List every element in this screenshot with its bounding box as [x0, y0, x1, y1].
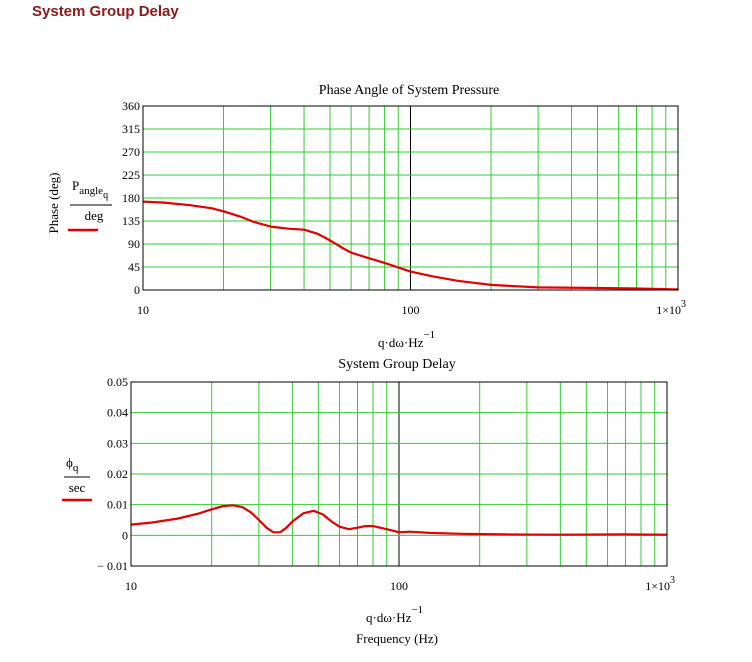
- phase-chart-y-tick-label: 270: [122, 145, 140, 159]
- phase-chart-y-ticks: 360 315 270 225 180 135 90 45 0: [122, 99, 140, 297]
- phase-chart-x-expr-exp: −1: [423, 329, 435, 341]
- delay-chart-title: System Group Delay: [338, 357, 455, 372]
- phase-chart-y-tick-label: 180: [122, 191, 140, 205]
- delay-chart: System Group Delay 0.050.040.030.020.010…: [62, 357, 675, 646]
- phase-chart-title: Phase Angle of System Pressure: [319, 83, 499, 98]
- delay-chart-x-expr: q·dω·Hz−1: [366, 604, 423, 625]
- phase-chart-y-tick-label: 0: [134, 283, 140, 297]
- phase-chart-y-expr-subsub: q: [103, 190, 108, 201]
- delay-chart-y-tick-label: − 0.01: [97, 559, 128, 573]
- phase-chart-y-tick-label: 90: [128, 237, 140, 251]
- delay-chart-y-expr-den: sec: [69, 480, 86, 495]
- phase-chart-frame: [142, 105, 679, 291]
- phase-chart-series-line: [142, 200, 679, 291]
- delay-chart-y-tick-label: 0.03: [107, 436, 128, 450]
- phase-chart-y-expr-den: deg: [85, 208, 104, 223]
- phase-chart-x-tick-exponent: 3: [681, 299, 686, 310]
- delay-chart-x-tick-label: 1×103: [645, 575, 675, 593]
- phase-chart-x-tick-label: 100: [402, 303, 420, 317]
- phase-chart-outer-ylabel: Phase (deg): [46, 172, 61, 233]
- phase-chart-series: [142, 200, 679, 291]
- phase-chart-y-expr-p: P: [72, 178, 79, 193]
- delay-chart-y-ticks: 0.05 0.04 0.03 0.02 0.01 0 − 0.01: [97, 375, 128, 573]
- delay-chart-y-tick-label: 0.05: [107, 375, 128, 389]
- phase-chart-x-ticks: 10 100 1×103: [137, 299, 686, 317]
- phase-chart-x-tick-label: 10: [137, 303, 149, 317]
- phase-chart-grid: [143, 106, 678, 290]
- delay-chart-x-tick-label: 10: [125, 579, 137, 593]
- delay-chart-y-tick-label: 0.04: [107, 406, 128, 420]
- delay-chart-xlabel: Frequency (Hz): [356, 631, 438, 646]
- phase-chart-x-expr-main: q·dω·Hz: [378, 335, 424, 350]
- delay-chart-y-expr-sub: q: [73, 462, 79, 474]
- phase-chart: Phase Angle of System Pressure 360 315 270…: [46, 83, 686, 350]
- phase-chart-y-expr-num: Pangleq: [72, 178, 108, 201]
- delay-chart-series: [130, 504, 668, 536]
- delay-chart-grid: [131, 382, 667, 566]
- delay-chart-x-tick-label: 100: [390, 579, 408, 593]
- phase-chart-y-tick-label: 360: [122, 99, 140, 113]
- delay-chart-y-tick-label: 0: [122, 528, 128, 542]
- delay-chart-x-tick-exponent: 3: [670, 575, 675, 586]
- delay-chart-x-expr-main: q·dω·Hz: [366, 610, 412, 625]
- delay-chart-frame: [130, 381, 668, 567]
- delay-chart-x-expr-exp: −1: [411, 604, 423, 616]
- phase-chart-y-tick-label: 135: [122, 214, 140, 228]
- delay-chart-y-tick-label: 0.02: [107, 467, 128, 481]
- delay-chart-y-tick-label: 0.01: [107, 498, 128, 512]
- delay-chart-x-ticks: 10 100 1×103: [125, 575, 675, 593]
- phase-chart-y-tick-label: 45: [128, 260, 140, 274]
- phase-chart-y-tick-label: 315: [122, 122, 140, 136]
- phase-chart-x-tick-label: 1×103: [656, 299, 686, 317]
- delay-chart-y-expr-phi: ϕ: [66, 455, 73, 470]
- phase-chart-y-expr-sub: angle: [79, 185, 103, 197]
- delay-chart-series-line: [130, 504, 668, 536]
- page-heading: System Group Delay: [32, 3, 179, 20]
- phase-chart-y-tick-label: 225: [122, 168, 140, 182]
- phase-chart-x-expr: q·dω·Hz−1: [378, 329, 435, 350]
- delay-chart-y-expr-num: ϕq: [66, 455, 79, 474]
